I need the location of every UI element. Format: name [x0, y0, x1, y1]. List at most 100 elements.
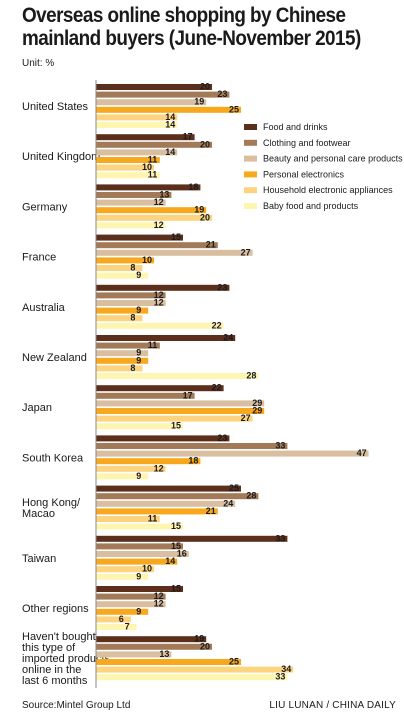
bar	[96, 593, 166, 600]
bar	[96, 523, 183, 530]
bar	[96, 257, 154, 264]
data-label: 15	[171, 584, 181, 594]
bar	[96, 192, 172, 198]
data-label: 9	[136, 606, 141, 616]
bar	[96, 566, 154, 573]
data-label: 29	[252, 398, 262, 408]
data-label: 23	[217, 433, 227, 443]
bar	[96, 601, 166, 608]
bar	[96, 500, 236, 507]
data-label: 17	[183, 132, 193, 142]
data-label: 14	[165, 112, 175, 122]
data-label: 47	[357, 448, 367, 458]
data-label: 8	[130, 263, 135, 273]
legend-swatch	[244, 187, 257, 194]
data-label: 15	[171, 232, 181, 242]
data-label: 34	[281, 664, 291, 674]
data-label: 20	[200, 641, 210, 651]
data-label: 24	[223, 498, 233, 508]
bar	[96, 164, 154, 171]
bar	[96, 485, 241, 492]
data-label: 27	[241, 247, 251, 257]
bar	[96, 392, 195, 399]
bar	[96, 415, 253, 422]
category-label: Japan	[22, 402, 52, 414]
data-label: 18	[188, 456, 198, 466]
data-label: 19	[194, 634, 204, 644]
bar	[96, 342, 160, 349]
bar	[96, 122, 178, 128]
data-label: 6	[119, 614, 124, 624]
legend-swatch	[244, 124, 257, 130]
data-label: 12	[154, 220, 164, 230]
data-label: 15	[171, 541, 181, 551]
data-label: 20	[200, 212, 210, 222]
bar	[96, 357, 149, 364]
data-label: 18	[188, 182, 198, 192]
data-label: 14	[165, 556, 175, 566]
data-label: 28	[246, 371, 256, 381]
data-label: 11	[148, 170, 158, 180]
category-label: online in the	[22, 664, 81, 676]
chart-title: Overseas online shopping by Chinese main…	[22, 4, 364, 50]
legend-swatch	[244, 171, 257, 178]
legend-label: Personal electronics	[263, 169, 345, 179]
data-label: 24	[223, 333, 233, 343]
bar	[96, 435, 230, 442]
title-line-1: Overseas online shopping by Chinese	[22, 4, 346, 27]
data-label: 13	[159, 190, 169, 200]
category-label: Germany	[22, 201, 68, 213]
bar	[96, 335, 236, 341]
data-label: 21	[206, 240, 216, 250]
data-label: 25	[229, 104, 239, 114]
title-line-2: mainland buyers (June-November 2015)	[22, 27, 361, 50]
data-label: 9	[136, 471, 141, 481]
bar	[96, 157, 160, 163]
bar	[96, 284, 230, 291]
bar	[96, 114, 178, 121]
data-label: 28	[246, 491, 256, 501]
bar	[96, 659, 241, 665]
data-label: 14	[165, 147, 175, 157]
category-label: South Korea	[22, 452, 84, 464]
bar	[96, 272, 149, 279]
bar	[96, 543, 183, 550]
bar	[96, 493, 259, 500]
bar	[96, 666, 294, 673]
bar	[96, 624, 137, 630]
category-label: Taiwan	[22, 553, 56, 565]
category-label: Other regions	[22, 603, 89, 615]
data-label: 27	[241, 413, 251, 423]
category-label: Haven't bought	[22, 631, 96, 643]
data-label: 25	[229, 657, 239, 667]
data-label: 9	[136, 305, 141, 315]
bar	[96, 573, 149, 580]
data-label: 11	[148, 155, 158, 165]
bar	[96, 134, 195, 141]
data-label: 15	[171, 421, 181, 431]
bar	[96, 516, 160, 522]
bar	[96, 636, 207, 643]
legend-label: Clothing and footwear	[263, 138, 351, 148]
bar	[96, 149, 178, 156]
bar	[96, 199, 166, 206]
bar	[96, 242, 218, 249]
bar	[96, 443, 288, 449]
bar	[96, 350, 149, 357]
category-label: New Zealand	[22, 352, 87, 364]
bar	[96, 84, 212, 90]
data-label: 12	[154, 599, 164, 609]
data-label: 10	[142, 255, 152, 265]
bar	[96, 535, 288, 542]
bar	[96, 551, 189, 557]
bar	[96, 508, 218, 515]
data-label: 12	[154, 591, 164, 601]
data-label: 8	[130, 363, 135, 373]
data-label: 20	[200, 139, 210, 149]
legend-label: Baby food and products	[263, 201, 359, 211]
bar	[96, 234, 183, 241]
data-label: 7	[125, 622, 130, 632]
category-label: imported products	[22, 653, 111, 665]
bar	[96, 400, 265, 407]
